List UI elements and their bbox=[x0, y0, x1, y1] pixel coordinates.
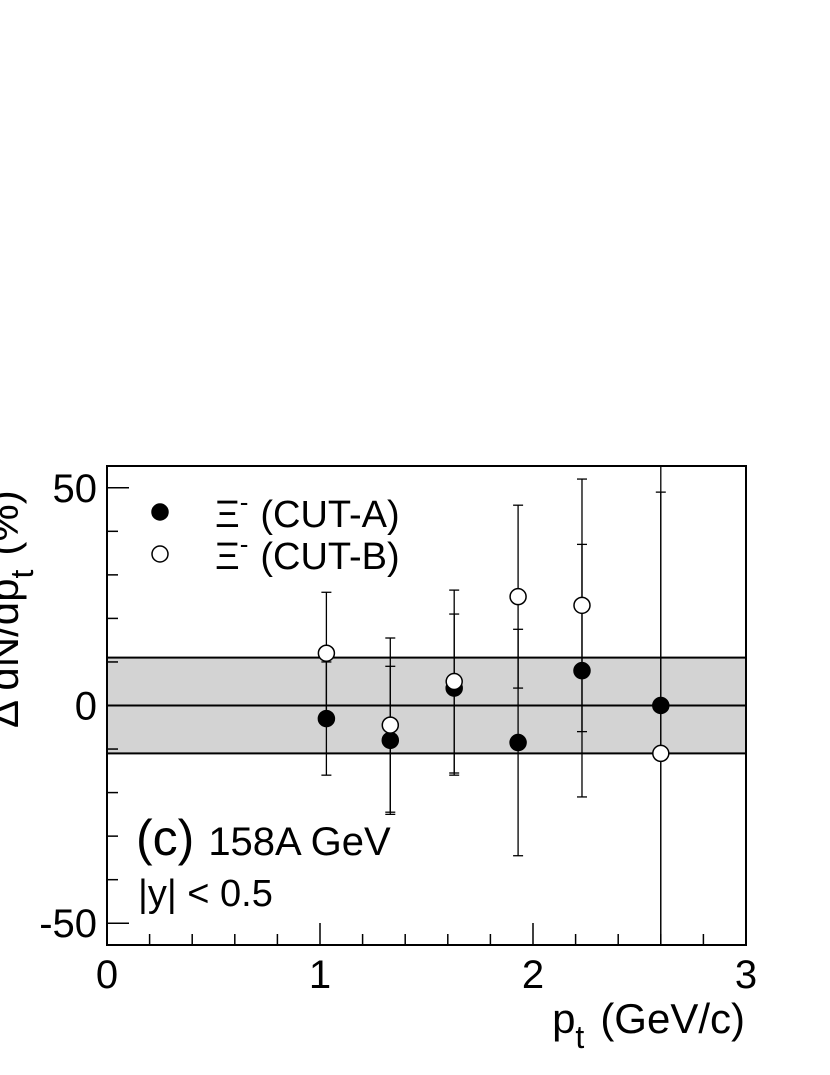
legend-label-cut-a: Ξ- (CUT-A) bbox=[215, 487, 400, 536]
x-tick-label: 0 bbox=[96, 953, 118, 997]
data-point bbox=[652, 744, 670, 763]
panel-annotation: (c) 158A GeV bbox=[136, 810, 391, 866]
plot-frame bbox=[106, 465, 747, 946]
x-tick-label: 2 bbox=[522, 953, 544, 997]
y-tick-label: -50 bbox=[39, 902, 97, 946]
legend-symbol-cut-a: Ξ bbox=[215, 494, 240, 536]
legend-sup-cut-b: - bbox=[240, 529, 249, 559]
data-point bbox=[573, 596, 591, 615]
energy-label: 158A GeV bbox=[208, 820, 391, 864]
legend-rest-cut-a: (CUT-A) bbox=[260, 494, 399, 536]
legend-marker-cut-a bbox=[151, 503, 169, 521]
data-point bbox=[381, 716, 400, 734]
y-axis-units: (%) bbox=[0, 490, 27, 555]
x-axis-units: (GeV/c) bbox=[600, 995, 745, 1042]
series-cut-b bbox=[317, 478, 670, 945]
y-tick-label: 50 bbox=[53, 467, 98, 511]
x-tick-label: 1 bbox=[309, 953, 331, 997]
series-layer bbox=[317, 466, 670, 945]
data-point bbox=[509, 733, 527, 752]
legend-marker-cut-b bbox=[151, 545, 169, 563]
x-axis-subscript: t bbox=[575, 1019, 584, 1055]
y-axis-subscript: t bbox=[4, 570, 40, 579]
axis-ticks bbox=[106, 487, 747, 945]
data-point bbox=[445, 672, 463, 691]
tick-labels: 0 1 2 3 -50 0 50 bbox=[39, 467, 757, 997]
x-axis-symbol: p bbox=[552, 995, 575, 1042]
x-tick-label: 3 bbox=[735, 953, 757, 997]
x-axis-title: pt (GeV/c) bbox=[552, 995, 745, 1055]
legend-sup-cut-a: - bbox=[240, 487, 249, 517]
data-point bbox=[509, 587, 527, 606]
y-axis-symbol: Δ dN/dp bbox=[0, 579, 27, 728]
legend-label-cut-b: Ξ- (CUT-B) bbox=[215, 529, 400, 578]
data-point bbox=[317, 644, 336, 662]
y-tick-label: 0 bbox=[75, 685, 97, 729]
rapidity-label: |y| < 0.5 bbox=[138, 873, 273, 915]
panel-label: (c) bbox=[136, 810, 194, 866]
y-axis-title: Δ dN/dpt (%) bbox=[0, 490, 40, 728]
legend: Ξ- (CUT-A) Ξ- (CUT-B) bbox=[151, 487, 400, 578]
legend-rest-cut-b: (CUT-B) bbox=[260, 536, 399, 578]
legend-symbol-cut-b: Ξ bbox=[215, 536, 240, 578]
